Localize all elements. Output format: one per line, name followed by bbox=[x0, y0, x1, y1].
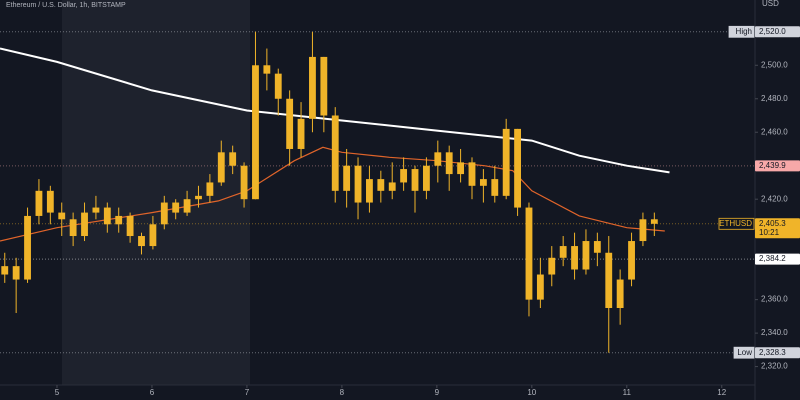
candle-body bbox=[639, 219, 647, 242]
candle-body bbox=[263, 65, 271, 74]
candle-body bbox=[514, 128, 521, 208]
candle-body bbox=[195, 195, 202, 200]
candle-body bbox=[388, 182, 396, 191]
candle-body bbox=[548, 257, 556, 275]
candle-body bbox=[354, 165, 362, 203]
session-highlight bbox=[62, 0, 250, 385]
candle-body bbox=[58, 212, 66, 220]
candle-body bbox=[115, 215, 123, 225]
candle-body bbox=[343, 165, 351, 191]
candle-body bbox=[126, 215, 134, 237]
x-tick-label: 8 bbox=[340, 388, 345, 397]
candle-body bbox=[138, 236, 145, 247]
candle-body bbox=[286, 98, 294, 149]
candle-body bbox=[274, 73, 282, 99]
candle-body bbox=[445, 152, 453, 175]
price-label: 2,439.9 bbox=[759, 161, 786, 170]
candle-body bbox=[24, 215, 31, 280]
candle-body bbox=[92, 207, 100, 213]
candle-body bbox=[593, 241, 601, 253]
currency-label: USD bbox=[762, 0, 779, 8]
candle-body bbox=[229, 152, 237, 166]
candle-body bbox=[217, 152, 225, 183]
candle-body bbox=[650, 219, 658, 224]
price-label-box bbox=[755, 160, 800, 172]
candle-body bbox=[297, 118, 305, 149]
candle-body bbox=[172, 202, 180, 213]
price-label-name: Low bbox=[737, 348, 752, 357]
candle-body bbox=[605, 252, 613, 308]
price-label-name: High bbox=[736, 27, 752, 36]
price-label-name-box bbox=[728, 25, 755, 38]
y-tick-label: 2,360.0 bbox=[761, 295, 788, 304]
candle-body bbox=[149, 224, 157, 247]
price-label-name: ETHUSD bbox=[719, 219, 752, 228]
candle-body bbox=[69, 219, 77, 237]
candle-body bbox=[400, 169, 408, 183]
candle-body bbox=[502, 128, 510, 196]
price-label: 2,328.3 bbox=[759, 348, 786, 357]
price-label-box bbox=[755, 26, 800, 38]
candle-body bbox=[468, 162, 476, 186]
y-tick-label: 2,320.0 bbox=[761, 362, 788, 371]
y-tick-label: 2,340.0 bbox=[761, 328, 788, 337]
candle-body bbox=[206, 182, 214, 196]
candle-body bbox=[46, 190, 54, 213]
candle-body bbox=[582, 241, 590, 270]
candle-body bbox=[422, 165, 430, 191]
price-label: 2,520.0 bbox=[759, 27, 786, 36]
x-tick-label: 6 bbox=[150, 388, 155, 397]
candle-body bbox=[559, 246, 567, 258]
x-tick-label: 7 bbox=[245, 388, 250, 397]
candle-body bbox=[183, 199, 191, 213]
price-label-box bbox=[755, 347, 800, 359]
candle-body bbox=[411, 169, 419, 191]
candle-body bbox=[525, 207, 533, 300]
candle-body bbox=[35, 190, 43, 216]
y-tick-label: 2,500.0 bbox=[761, 60, 788, 69]
candle-body bbox=[160, 202, 168, 225]
x-tick-label: 11 bbox=[623, 388, 632, 397]
candle-body bbox=[1, 266, 9, 275]
candle-body bbox=[377, 179, 385, 191]
x-tick-label: 12 bbox=[717, 388, 726, 397]
candle-body bbox=[491, 179, 499, 196]
price-label: 2,405.3 bbox=[759, 219, 786, 228]
candle-body bbox=[479, 179, 487, 186]
price-timer: 10:21 bbox=[759, 228, 780, 237]
candle-body bbox=[536, 274, 544, 300]
candle-body bbox=[628, 241, 635, 280]
candle-body bbox=[571, 246, 578, 270]
price-label-name-box bbox=[718, 217, 755, 230]
y-tick-label: 2,460.0 bbox=[761, 127, 788, 136]
candle-body bbox=[12, 266, 20, 280]
x-tick-label: 5 bbox=[55, 388, 60, 397]
candle-body bbox=[366, 179, 373, 203]
candle-body bbox=[457, 162, 465, 175]
candle-body bbox=[331, 115, 339, 191]
candle-body bbox=[320, 56, 328, 116]
candle-body bbox=[252, 65, 259, 200]
candle-body bbox=[103, 207, 111, 225]
chart-title: Ethereum / U.S. Dollar, 1h, BITSTAMP bbox=[6, 2, 126, 9]
candle-body bbox=[240, 165, 248, 200]
moving-average bbox=[0, 47, 670, 174]
candle-body bbox=[434, 152, 442, 166]
price-label-name-box bbox=[733, 346, 755, 359]
candle-body bbox=[616, 279, 624, 308]
y-tick-label: 2,480.0 bbox=[761, 94, 788, 103]
candle-body bbox=[81, 212, 88, 237]
x-tick-label: 10 bbox=[527, 388, 536, 397]
x-tick-label: 9 bbox=[435, 388, 440, 397]
y-tick-label: 2,420.0 bbox=[761, 194, 788, 203]
price-label: 2,384.2 bbox=[759, 254, 786, 263]
candle-body bbox=[309, 56, 316, 119]
price-label-box bbox=[755, 218, 800, 239]
price-label-box bbox=[755, 253, 800, 265]
